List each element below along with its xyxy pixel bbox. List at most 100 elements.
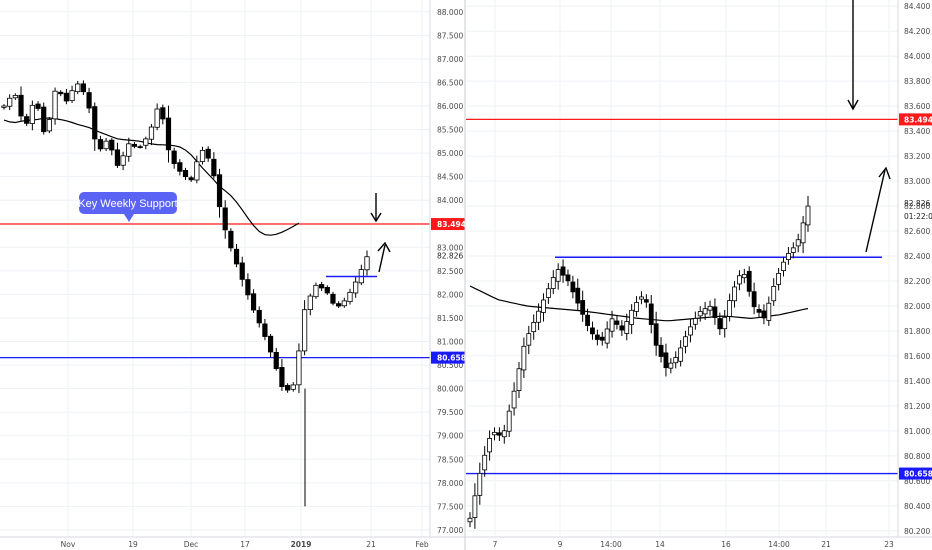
candle-body-up xyxy=(786,253,791,260)
left-x-tick-label: Feb xyxy=(415,540,429,549)
candle-body-up xyxy=(604,328,610,344)
candle-body-up xyxy=(781,261,786,272)
candle-body-down xyxy=(712,306,718,318)
right-time-axis: 7 9 14:00 14 16 14:00 21 23 xyxy=(493,540,894,549)
moving-average-line xyxy=(469,285,809,322)
left-y-tick-label: 83.000 xyxy=(437,243,463,252)
candle-body-down xyxy=(114,149,121,166)
left-grid xyxy=(0,0,430,537)
candle-body-down xyxy=(24,116,30,124)
candle-body-up xyxy=(727,300,733,317)
right-x-tick-label: 16 xyxy=(721,540,731,549)
right-y-tick-label: 83.600 xyxy=(904,102,930,111)
up-arrow-head xyxy=(377,241,391,253)
candle-body-down xyxy=(267,335,274,353)
callout-pointer xyxy=(124,214,134,222)
candle-body-up xyxy=(120,155,126,166)
candle-body-up xyxy=(143,138,149,146)
candle-body-down xyxy=(256,309,262,324)
right-y-tick-label: 83.400 xyxy=(904,127,930,136)
candle-body-up xyxy=(46,119,52,132)
right-y-tick-label: 82.000 xyxy=(904,302,930,311)
candle-body-up xyxy=(800,222,806,244)
left-y-tick-label: 81.500 xyxy=(437,314,463,323)
candle-body-down xyxy=(599,336,605,341)
down-arrow-head xyxy=(847,99,859,111)
candle-body-up xyxy=(69,90,75,102)
left-x-tick-label: Dec xyxy=(184,540,199,549)
candle-body-down xyxy=(86,92,92,109)
candle-body-up xyxy=(790,247,796,253)
left-y-tick-label: 82.500 xyxy=(437,267,463,276)
candle-body-down xyxy=(216,174,223,208)
right-chart-panel: 80.200 80.400 80.600 80.800 81.000 81.200 81.4… xyxy=(464,0,932,550)
candle-body-up xyxy=(296,350,302,386)
candle-body-down xyxy=(250,293,257,311)
candle-body-down xyxy=(97,139,104,150)
right-x-tick-label: 14 xyxy=(655,540,665,549)
right-y-tick-label: 80.400 xyxy=(904,502,930,511)
right-y-tick-label: 80.800 xyxy=(904,452,930,461)
left-y-tick-label: 85.000 xyxy=(437,149,463,158)
left-x-tick-label: 17 xyxy=(240,540,250,549)
candle-body-up xyxy=(668,362,674,369)
candle-body-down xyxy=(58,91,64,95)
candle-body-up xyxy=(531,322,537,333)
candle-body-up xyxy=(526,333,532,346)
candle-body-up xyxy=(472,495,478,518)
right-y-tick-label: 80.600 xyxy=(904,477,930,486)
candle-body-up xyxy=(467,517,473,523)
candle-body-down xyxy=(165,117,172,151)
left-y-tick-label: 87.500 xyxy=(437,31,463,40)
candle-body-down xyxy=(585,314,590,326)
left-y-tick-label: 86.500 xyxy=(437,78,463,87)
right-price-tags: 83.494 82.826 01:22:00 80.658 xyxy=(899,113,932,480)
candle-body-down xyxy=(756,309,762,313)
candle-body-down xyxy=(324,287,330,294)
candle-body-down xyxy=(614,320,620,325)
candle-body-up xyxy=(199,149,206,162)
price-tag-label: 83.494 xyxy=(437,220,466,229)
right-x-tick-label: 9 xyxy=(558,540,563,549)
candle-body-up xyxy=(511,390,517,409)
candle-body-down xyxy=(663,352,669,369)
right-x-tick-label: 14:00 xyxy=(768,540,790,549)
callout-label: Key Weekly Support xyxy=(78,198,177,210)
candle-body-down xyxy=(245,279,251,296)
up-arrow-shaft xyxy=(378,244,386,273)
candle-body-up xyxy=(692,318,698,325)
candle-body-up xyxy=(516,368,522,392)
left-y-tick-label: 79.500 xyxy=(437,408,463,417)
candle-body-down xyxy=(205,148,211,159)
candle-body-up xyxy=(688,326,693,336)
candle-body-down xyxy=(92,106,98,140)
price-tag-bg xyxy=(431,351,465,364)
candle-body-up xyxy=(12,94,18,99)
left-y-tick-label: 77.000 xyxy=(437,526,463,535)
left-drawings: Key Weekly Support xyxy=(78,192,391,278)
candle-body-down xyxy=(319,284,325,289)
candle-body-up xyxy=(737,275,742,285)
left-y-tick-label: 88.000 xyxy=(437,8,463,17)
right-y-tick-label: 84.200 xyxy=(904,27,930,36)
right-y-tick-label: 84.000 xyxy=(904,52,930,61)
candle-body-up xyxy=(501,430,507,438)
right-grid xyxy=(466,0,898,537)
candle-body-down xyxy=(262,323,268,337)
candle-body-down xyxy=(228,230,234,249)
left-x-tick-label: 21 xyxy=(366,540,376,549)
right-moving-average xyxy=(469,285,809,322)
candle-body-down xyxy=(560,266,566,276)
right-y-tick-label: 83.200 xyxy=(904,152,930,161)
candle-body-up xyxy=(307,295,313,310)
candle-body-up xyxy=(148,126,155,140)
candle-body-down xyxy=(109,139,115,151)
candle-body-up xyxy=(678,347,684,362)
candle-body-up xyxy=(492,431,497,436)
price-tag-plain: 01:22:00 xyxy=(904,212,932,221)
left-y-tick-label: 85.500 xyxy=(437,126,463,135)
candle-body-down xyxy=(751,291,757,308)
price-tag-plain: 82.826 xyxy=(904,199,930,208)
candle-body-down xyxy=(273,351,279,369)
